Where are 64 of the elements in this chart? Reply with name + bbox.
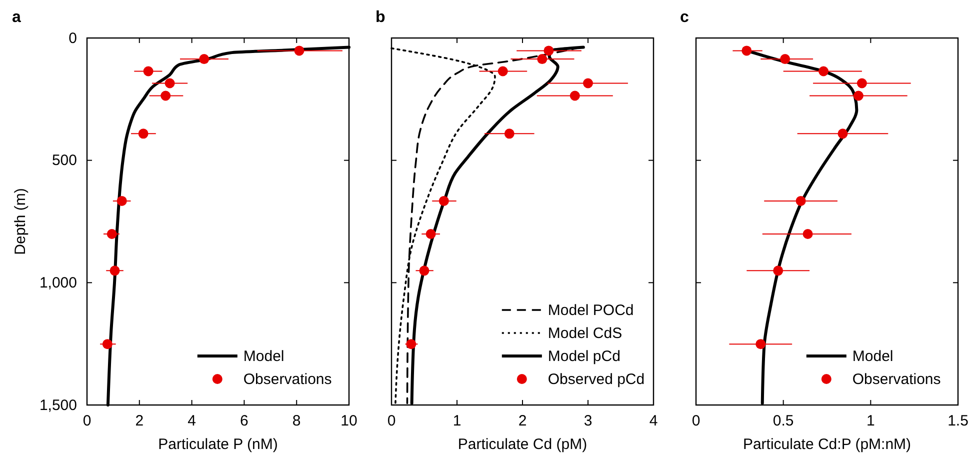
x-tick-label: 6 bbox=[240, 412, 248, 430]
point bbox=[406, 339, 416, 350]
legend-label: Model POCd bbox=[548, 302, 634, 319]
x-tick-label: 8 bbox=[292, 412, 301, 430]
x-tick-label: 3 bbox=[584, 412, 592, 430]
point bbox=[773, 266, 784, 276]
point bbox=[199, 54, 210, 64]
legend-label: Model CdS bbox=[548, 325, 622, 342]
point bbox=[160, 90, 171, 101]
point bbox=[838, 128, 848, 139]
point bbox=[106, 228, 117, 239]
y-tick-label: 0 bbox=[68, 30, 77, 47]
point bbox=[110, 266, 120, 276]
x-tick-label: 4 bbox=[649, 412, 658, 430]
point bbox=[796, 196, 806, 206]
legend-label: Model pCd bbox=[548, 348, 620, 365]
point bbox=[570, 90, 580, 101]
x-tick-label: 10 bbox=[340, 412, 358, 430]
point bbox=[537, 54, 548, 64]
x-tick-label: 0 bbox=[387, 412, 396, 430]
point bbox=[504, 128, 514, 139]
point bbox=[544, 46, 554, 56]
x-axis-title: Particulate Cd:P (pM:nM) bbox=[742, 436, 912, 453]
x-tick-label: 4 bbox=[188, 412, 196, 430]
x-tick-label: 1 bbox=[866, 412, 875, 430]
y-tick-label: 1,500 bbox=[39, 396, 77, 414]
legend-label: Model bbox=[243, 348, 284, 365]
legend-label: Observed pCd bbox=[548, 371, 645, 388]
point bbox=[438, 196, 449, 206]
x-axis-title: Particulate Cd (pM) bbox=[458, 436, 588, 453]
legend-label: Observations bbox=[852, 371, 941, 388]
point bbox=[102, 339, 112, 350]
chart-title: c bbox=[680, 9, 689, 26]
x-tick-label: 1 bbox=[452, 412, 462, 430]
point bbox=[780, 54, 790, 64]
x-tick-label: 0.5 bbox=[772, 412, 794, 430]
legend-label: Observations bbox=[243, 371, 332, 388]
y-axis-title: Depth (m) bbox=[12, 188, 29, 255]
point bbox=[498, 66, 508, 76]
x-tick-label: 1.5 bbox=[948, 412, 968, 430]
y-tick-label: 500 bbox=[52, 152, 77, 170]
x-tick-label: 2 bbox=[135, 412, 144, 430]
point bbox=[818, 66, 829, 76]
point bbox=[294, 46, 304, 56]
x-axis-title: Particulate P (nM) bbox=[158, 436, 278, 453]
point bbox=[116, 196, 127, 206]
point bbox=[802, 228, 813, 239]
chart-title: b bbox=[376, 9, 386, 26]
x-tick-label: 0 bbox=[692, 412, 700, 430]
legend-label: Model bbox=[852, 348, 894, 365]
x-tick-label: 0 bbox=[82, 412, 92, 430]
point bbox=[742, 46, 752, 56]
point bbox=[426, 228, 436, 239]
point bbox=[853, 90, 864, 101]
point bbox=[756, 339, 766, 350]
point bbox=[856, 78, 867, 88]
chart-title: a bbox=[12, 9, 21, 26]
y-tick-label: 1,000 bbox=[39, 274, 77, 292]
point bbox=[143, 66, 154, 76]
point bbox=[583, 78, 593, 88]
point bbox=[138, 128, 148, 139]
point bbox=[164, 78, 175, 88]
x-tick-label: 2 bbox=[518, 412, 527, 430]
point bbox=[419, 266, 430, 276]
